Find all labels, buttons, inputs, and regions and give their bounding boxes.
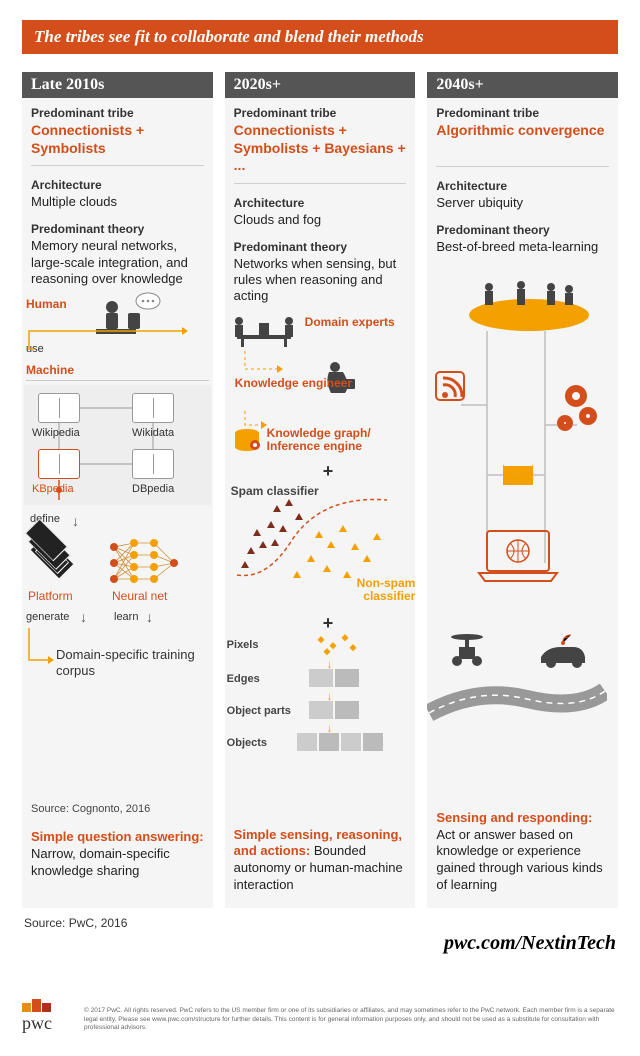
down-arrow-icon: ↓ (72, 513, 79, 529)
people-icon (469, 277, 589, 311)
summary: Simple question answering: Narrow, domai… (22, 821, 213, 894)
road-icon (427, 669, 607, 729)
label-edges: Edges (227, 673, 260, 685)
kb-network: Wikipedia Wikidata DBpedia KBpedia (24, 385, 211, 505)
column-2040s: 2040s+ Predominant tribe Algorithmic con… (427, 72, 618, 908)
era-heading: Late 2010s (22, 72, 213, 98)
kb-links-icon (24, 385, 211, 505)
envelope-icon (503, 465, 533, 485)
diagram-source: Source: Cognonto, 2016 (22, 801, 213, 821)
use-arrow-icon (24, 327, 194, 357)
era-heading: 2020s+ (225, 72, 416, 98)
tribe-label: Predominant tribe (436, 106, 609, 120)
label-objects: Objects (227, 737, 267, 749)
diagram-col2: Domain experts Knowledge engineer Knowle… (225, 309, 416, 819)
summary: Sensing and responding: Act or answer ba… (427, 802, 618, 908)
down-arrow-icon: ↓ (146, 609, 153, 625)
arch-value: Multiple clouds (31, 194, 204, 210)
platform-icon (32, 539, 82, 585)
fineprint: © 2017 PwC. All rights reserved. PwC ref… (84, 1003, 618, 1032)
laptop-icon (473, 527, 563, 587)
pixels-icon (313, 633, 363, 657)
arch-label: Architecture (31, 178, 204, 192)
rss-icon (435, 371, 465, 401)
label-knowledge-engineer: Knowledge engineer (235, 377, 352, 391)
diagram-col3 (427, 275, 618, 785)
objparts-icon (309, 701, 359, 719)
theory-value: Networks when sensing, but rules when re… (234, 256, 407, 305)
label-learn: learn (114, 611, 138, 623)
label-nonspam: Non-spam classifier (325, 577, 416, 603)
theory-label: Predominant theory (31, 222, 204, 236)
objects-icon (297, 733, 383, 751)
down-arrow-icon: ↓ (80, 609, 87, 625)
column-late-2010s: Late 2010s Predominant tribe Connectioni… (22, 72, 213, 908)
theory-label: Predominant theory (234, 240, 407, 254)
label-machine: Machine (26, 363, 209, 381)
label-domain-experts: Domain experts (305, 315, 395, 329)
label-neural: Neural net (112, 589, 167, 603)
diagram-col1: Human use Machine Wikipedia Wikidata DBp… (22, 291, 213, 801)
column-2020s: 2020s+ Predominant tribe Connectionists … (225, 72, 416, 908)
page-title: The tribes see fit to collaborate and bl… (22, 20, 618, 54)
arch-label: Architecture (436, 179, 609, 193)
arch-value: Server ubiquity (436, 195, 609, 211)
arch-value: Clouds and fog (234, 212, 407, 228)
edges-icon (309, 669, 359, 687)
footer: pwc © 2017 PwC. All rights reserved. PwC… (0, 955, 640, 1046)
summary: Simple sensing, reasoning, and actions: … (225, 819, 416, 909)
theory-label: Predominant theory (436, 223, 609, 237)
label-kg: Knowledge graph/ Inference engine (267, 427, 416, 455)
plus-icon: + (233, 613, 424, 634)
label-pixels: Pixels (227, 639, 259, 651)
label-corpus: Domain-specific training corpus (56, 647, 213, 678)
kg-icon (233, 427, 261, 453)
drone-vehicle-icon (441, 629, 491, 669)
label-generate: generate (26, 611, 69, 623)
neural-net-icon (106, 537, 186, 587)
label-human: Human (26, 297, 67, 311)
tribe-label: Predominant tribe (31, 106, 204, 120)
tribe-label: Predominant tribe (234, 106, 407, 120)
plus-icon: + (233, 461, 424, 482)
label-platform: Platform (28, 589, 73, 603)
label-objparts: Object parts (227, 705, 291, 717)
tribe-value: Connectionists + Symbolists + Bayesians … (234, 122, 407, 175)
domain-experts-icon (229, 313, 299, 349)
tribe-value: Algorithmic convergence (436, 122, 609, 140)
theory-value: Best-of-breed meta-learning (436, 239, 609, 255)
outer-source: Source: PwC, 2016 (24, 916, 618, 930)
arch-label: Architecture (234, 196, 407, 210)
era-columns: Late 2010s Predominant tribe Connectioni… (22, 72, 618, 908)
tribe-value: Connectionists + Symbolists (31, 122, 204, 157)
theory-value: Memory neural networks, large-scale inte… (31, 238, 204, 287)
auto-vehicle-icon (533, 633, 591, 673)
pwc-logo: pwc (22, 1003, 70, 1034)
footer-url: pwc.com/NextinTech (0, 932, 640, 955)
era-heading: 2040s+ (427, 72, 618, 98)
